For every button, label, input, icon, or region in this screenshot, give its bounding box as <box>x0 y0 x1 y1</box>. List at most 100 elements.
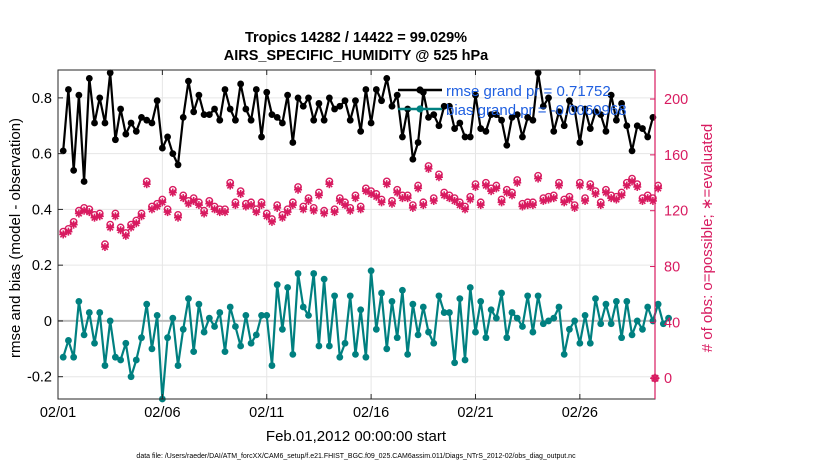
rmse-point <box>477 125 485 132</box>
obs-evaluated-marker <box>440 191 449 200</box>
bias-point <box>466 284 474 291</box>
bias-point <box>85 309 93 316</box>
bias-point <box>242 311 250 319</box>
bias-point <box>127 373 135 381</box>
rmse-point <box>435 122 443 130</box>
obs-evaluated-stroke <box>226 182 234 189</box>
bias-point <box>80 331 88 339</box>
obs-evaluated-stroke <box>279 214 286 222</box>
bias-point <box>372 325 380 333</box>
rmse-point <box>545 94 552 102</box>
bias-point <box>185 295 192 303</box>
bias-point <box>529 328 537 336</box>
rmse-point <box>320 116 328 124</box>
bias-point <box>482 334 490 342</box>
rmse-point <box>372 86 380 93</box>
bias-point <box>299 303 307 311</box>
rmse-point <box>644 133 652 141</box>
bias-point <box>456 295 464 303</box>
obs-evaluated-stroke <box>414 184 422 192</box>
obs-evaluated-marker <box>236 189 245 198</box>
obs-evaluated-stroke <box>299 205 307 213</box>
bias-point <box>226 303 234 311</box>
obs-evaluated-stroke <box>195 201 203 209</box>
obs-evaluated-stroke <box>534 175 542 182</box>
rmse-point <box>85 74 93 82</box>
obs-evaluated-stroke <box>445 194 453 202</box>
obs-evaluated-marker <box>85 208 94 217</box>
obs-evaluated-stroke <box>388 200 396 208</box>
obs-evaluated-marker <box>304 196 313 205</box>
obs-evaluated-stroke <box>65 228 72 236</box>
rmse-point <box>70 166 78 174</box>
obs-evaluated-stroke <box>247 201 255 209</box>
y-axis-label-left: rmse and bias (model - observation) <box>7 118 24 358</box>
obs-evaluated-stroke <box>440 191 448 199</box>
bias-point <box>508 309 516 316</box>
obs-evaluated-marker <box>283 208 292 217</box>
rmse-series <box>59 69 657 185</box>
obs-evaluated-marker <box>534 174 543 183</box>
obs-evaluated-marker <box>351 194 360 203</box>
bias-point <box>352 350 359 358</box>
obs-evaluated-stroke <box>555 182 563 189</box>
obs-evaluated-marker <box>200 209 209 218</box>
obs-evaluated-stroke <box>581 197 589 205</box>
bias-point <box>268 362 276 369</box>
bias-point <box>132 356 140 364</box>
bias-point <box>289 350 297 358</box>
legend-swatch-marker <box>416 86 424 94</box>
rmse-point <box>211 105 218 113</box>
obs-evaluated-stroke <box>576 182 584 189</box>
obs-evaluated-stroke <box>597 201 605 209</box>
rmse-point <box>190 108 198 116</box>
rmse-point <box>294 94 302 102</box>
rmse-point <box>153 97 161 105</box>
rmse-point <box>305 94 312 102</box>
rmse-point <box>331 105 338 113</box>
bias-point <box>153 311 161 319</box>
bias-point <box>440 309 448 316</box>
bias-point <box>305 311 312 319</box>
bias-point <box>404 350 412 358</box>
obs-evaluated-stroke <box>477 201 485 209</box>
rmse-point <box>519 133 526 141</box>
rmse-point <box>524 113 532 121</box>
obs-evaluated-stroke <box>158 198 166 206</box>
rmse-point <box>252 86 260 93</box>
obs-evaluated-stroke <box>633 183 641 191</box>
bias-point <box>597 320 605 328</box>
bias-point <box>263 311 271 319</box>
obs-evaluated-stroke <box>393 189 401 196</box>
obs-evaluated-stroke <box>96 212 104 220</box>
rmse-point <box>597 111 605 119</box>
obs-evaluated-stroke <box>268 218 276 226</box>
obs-evaluated-marker <box>226 181 235 190</box>
obs-evaluated-stroke <box>70 221 78 229</box>
obs-evaluated-stroke <box>482 182 490 189</box>
bias-point <box>612 298 620 305</box>
bias-point <box>534 292 542 300</box>
bias-point <box>581 311 589 319</box>
obs-evaluated-marker <box>487 187 496 196</box>
x-tick-label: 02/21 <box>457 405 493 421</box>
rmse-point <box>571 105 579 113</box>
obs-evaluated-marker <box>429 196 438 205</box>
bias-point <box>378 289 385 297</box>
y-tick-label-right: 120 <box>664 204 688 220</box>
obs-evaluated-marker <box>424 164 433 173</box>
data-file-footer: data file: /Users/raeder/DAI/ATM_forcXX/… <box>136 453 576 460</box>
obs-evaluated-stroke <box>498 198 505 206</box>
rmse-point <box>472 91 479 99</box>
obs-evaluated-stroke <box>607 194 615 202</box>
rmse-point <box>440 102 448 110</box>
rmse-point <box>623 122 631 130</box>
obs-evaluated-stroke <box>586 183 594 191</box>
y-tick-label-right: 40 <box>664 315 680 331</box>
rmse-point <box>393 91 401 99</box>
bias-point <box>539 320 547 328</box>
bias-point <box>258 311 265 319</box>
rmse-point <box>425 113 432 121</box>
bias-point <box>211 323 218 330</box>
